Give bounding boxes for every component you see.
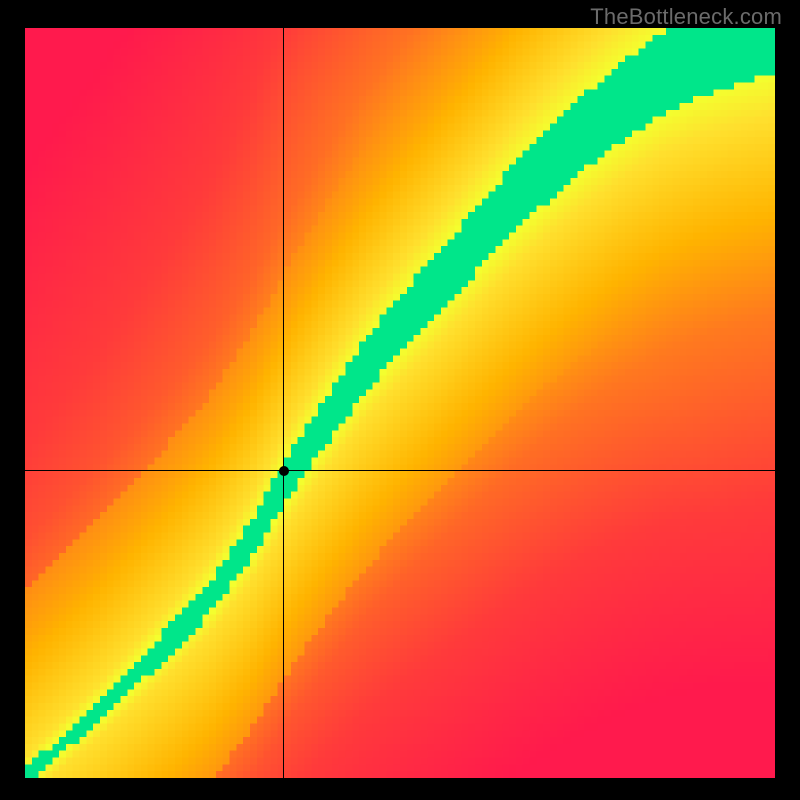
crosshair-horizontal: [25, 470, 775, 471]
chart-container: TheBottleneck.com: [0, 0, 800, 800]
crosshair-vertical: [283, 28, 284, 778]
attribution-text: TheBottleneck.com: [590, 4, 782, 30]
marker-dot: [279, 466, 289, 476]
bottleneck-heatmap: [25, 28, 775, 778]
